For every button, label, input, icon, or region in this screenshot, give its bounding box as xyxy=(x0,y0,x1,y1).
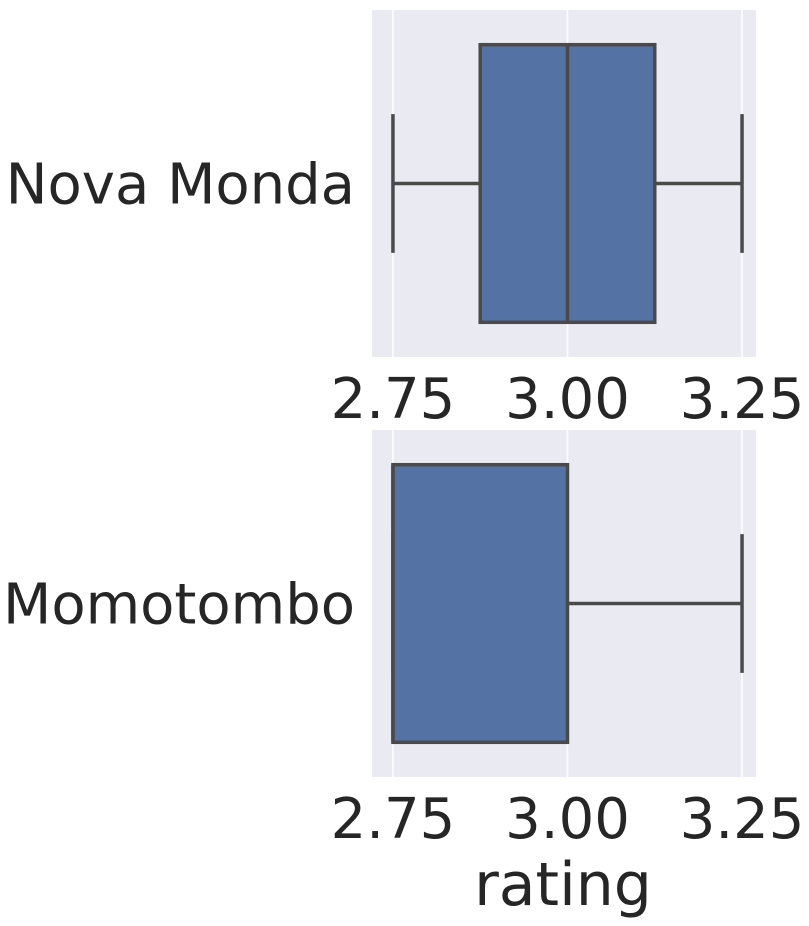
category-label-1: Nova Monda xyxy=(6,153,355,218)
x-tick-label-1-1: 2.75 xyxy=(331,367,456,432)
x-axis-label: rating xyxy=(474,850,652,920)
x-tick-label-2-3: 3.25 xyxy=(680,787,805,852)
box-2 xyxy=(391,462,570,745)
x-tick-label-1-3: 3.25 xyxy=(680,367,805,432)
category-label-2: Momotombo xyxy=(3,573,355,638)
x-tick-label-1-2: 3.00 xyxy=(505,367,630,432)
x-tick-label-2-1: 2.75 xyxy=(331,787,456,852)
x-tick-label-2-2: 3.00 xyxy=(505,787,630,852)
